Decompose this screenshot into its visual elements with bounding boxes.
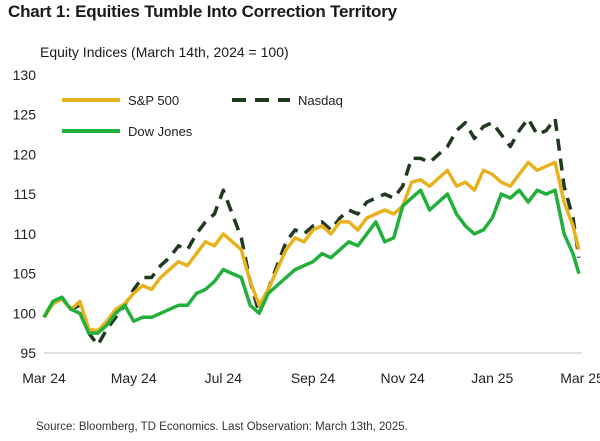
legend-label-sp500: S&P 500 (128, 93, 179, 108)
y-tick-label-125: 125 (13, 107, 37, 123)
x-tick-label-jan-25: Jan 25 (471, 370, 513, 386)
y-tick-label-95: 95 (20, 345, 36, 361)
y-tick-label-120: 120 (13, 146, 37, 162)
y-tick-label-115: 115 (14, 186, 37, 202)
series-line-nasdaq (42, 116, 581, 347)
y-axis-title: Equity Indices (March 14th, 2024 = 100) (40, 44, 289, 60)
source-note: Source: Bloomberg, TD Economics. Last Ob… (36, 421, 408, 433)
series-line-dow (42, 188, 581, 335)
x-tick-label-nov-24: Nov 24 (380, 370, 425, 386)
legend-label-nasdaq: Nasdaq (298, 93, 343, 108)
chart-title: Chart 1: Equities Tumble Into Correction… (8, 2, 397, 21)
y-tick-label-105: 105 (13, 266, 37, 282)
x-tick-label-sep-24: Sep 24 (291, 370, 336, 386)
x-tick-label-mar-24: Mar 24 (22, 370, 66, 386)
y-tick-label-130: 130 (13, 67, 37, 83)
y-tick-label-100: 100 (13, 305, 37, 321)
x-tick-label-jul-24: Jul 24 (205, 370, 243, 386)
series-line-sp500 (42, 160, 581, 333)
x-tick-label-mar-25: Mar 25 (560, 370, 600, 386)
x-tick-label-may-24: May 24 (111, 370, 157, 386)
y-tick-label-110: 110 (14, 226, 37, 242)
legend-label-dow: Dow Jones (128, 124, 193, 139)
